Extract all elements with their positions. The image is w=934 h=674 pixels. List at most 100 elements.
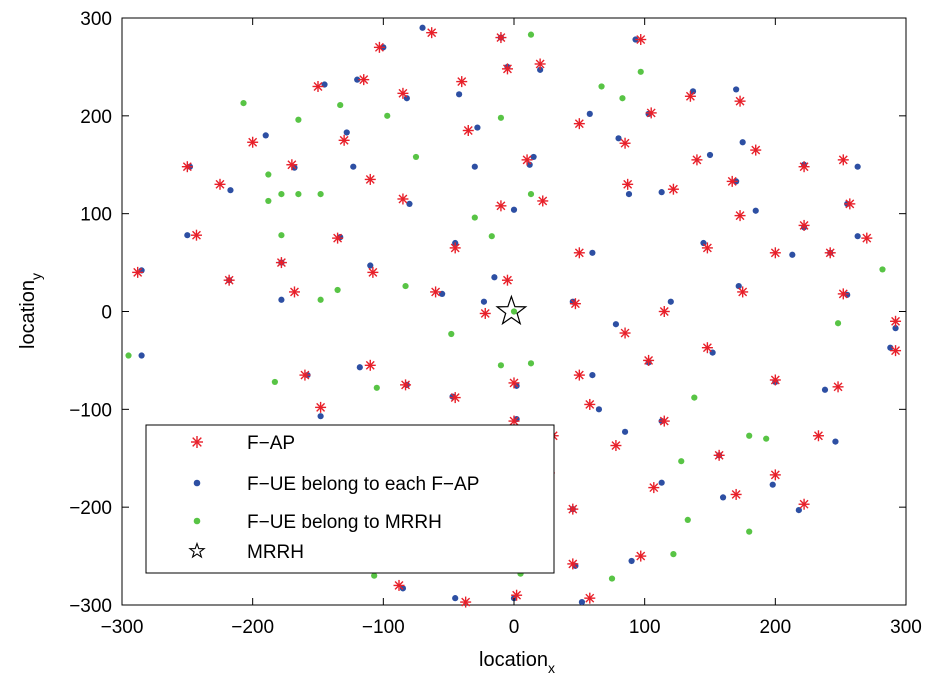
- f-ap-point: [701, 342, 713, 354]
- y-tick-label: −100: [69, 400, 112, 421]
- f-ue-ap-point: [589, 371, 596, 379]
- f-ap-point: [508, 377, 520, 389]
- f-ap-point: [393, 579, 405, 591]
- f-ue-mrrh-point: [834, 320, 842, 327]
- f-ue-mrrh-point: [763, 435, 770, 442]
- f-ue-mrrh-point: [278, 232, 285, 239]
- f-ue-ap-point: [887, 344, 894, 351]
- f-ue-mrrh-point: [608, 575, 616, 582]
- f-ue-ap-point: [621, 428, 629, 435]
- f-ap-point: [373, 41, 385, 53]
- f-ue-ap-point: [227, 187, 234, 194]
- f-ue-ap-point: [658, 189, 665, 196]
- f-ap-point: [619, 327, 631, 339]
- f-ap-point: [667, 183, 679, 195]
- f-ue-mrrh-point: [337, 101, 344, 109]
- f-ue-mrrh-point: [412, 153, 420, 161]
- f-ue-ap-point: [356, 364, 363, 371]
- f-ap-point: [573, 369, 585, 381]
- y-tick-label: 300: [80, 9, 112, 30]
- f-ue-mrrh-point: [265, 197, 272, 205]
- f-ap-point: [584, 398, 596, 410]
- legend-label: F−AP: [247, 433, 295, 454]
- f-ue-mrrh-point: [670, 551, 677, 558]
- f-ue-mrrh-point: [678, 458, 685, 465]
- x-tick-label: −200: [231, 617, 274, 638]
- y-axis-title: locationy: [17, 273, 44, 349]
- legend-box: [145, 424, 555, 574]
- f-ap-point: [635, 34, 647, 46]
- f-ue-ap-point: [752, 207, 759, 214]
- f-ap-point: [286, 159, 298, 171]
- f-ue-ap-point: [821, 386, 829, 393]
- f-ue-ap-point: [474, 124, 481, 131]
- f-ue-ap-point: [262, 132, 269, 139]
- f-ue-mrrh-point: [317, 296, 324, 303]
- f-ue-ap-point: [578, 598, 586, 606]
- f-ap-point: [511, 589, 523, 601]
- f-ue-ap-point: [832, 438, 839, 445]
- f-ue-mrrh-point: [295, 116, 302, 123]
- x-tick-label: 300: [890, 617, 922, 638]
- f-ue-ap-point: [278, 296, 285, 303]
- f-ap-point: [832, 381, 844, 393]
- f-ue-ap-point: [138, 352, 145, 359]
- f-ap-point: [844, 198, 856, 210]
- f-ap-point: [315, 401, 327, 413]
- f-ap-point: [798, 219, 810, 231]
- f-ap-point: [456, 76, 468, 88]
- f-ue-ap-point: [892, 325, 899, 332]
- f-ue-ap-point: [452, 595, 459, 602]
- mrrh-point: [495, 294, 528, 326]
- y-tick-label: −200: [69, 498, 112, 519]
- f-ap-point: [824, 247, 836, 259]
- f-ue-mrrh-point: [278, 191, 285, 198]
- f-ue-mrrh-point: [384, 112, 391, 119]
- f-ue-ap-point: [480, 298, 488, 305]
- f-ap-point: [610, 440, 622, 452]
- f-ue-ap-point: [491, 274, 498, 281]
- f-ue-mrrh-point: [497, 114, 505, 121]
- f-ap-point: [837, 288, 849, 300]
- f-ap-point: [567, 503, 579, 515]
- f-ap-point: [247, 136, 259, 148]
- x-axis-title-subscript: x: [548, 660, 555, 674]
- y-axis-title-main: location: [17, 280, 39, 349]
- f-ue-mrrh-point: [684, 516, 691, 523]
- f-ue-mrrh-point: [265, 171, 272, 178]
- f-ap-point: [400, 379, 412, 391]
- legend-label: F−UE belong to each F−AP: [247, 474, 479, 495]
- x-tick-label: 200: [759, 617, 791, 638]
- f-ap-point: [730, 488, 742, 500]
- f-ue-ap-point: [612, 321, 620, 328]
- f-ue-mrrh-point: [879, 266, 886, 273]
- f-ue-mrrh-point: [317, 191, 324, 198]
- f-ap-point: [619, 137, 631, 149]
- f-ap-point: [769, 374, 781, 386]
- f-ap-point: [338, 134, 350, 146]
- f-ap-point: [132, 266, 144, 278]
- f-ap-point: [734, 95, 746, 107]
- f-ue-mrrh-point: [240, 100, 247, 107]
- f-ap-point: [364, 359, 376, 371]
- f-ap-point: [449, 392, 461, 404]
- f-ue-mrrh-point: [295, 191, 302, 198]
- f-ue-ap-point: [658, 479, 665, 486]
- f-ap-point: [726, 175, 738, 187]
- f-ue-mrrh-point: [746, 432, 753, 439]
- f-ue-ap-point: [739, 139, 746, 146]
- f-ue-mrrh-point: [746, 528, 753, 535]
- f-ap-point: [737, 286, 749, 298]
- f-ap-point: [223, 274, 235, 286]
- f-ap-point: [288, 286, 300, 298]
- f-ue-ap-point: [595, 406, 603, 413]
- f-ue-mrrh-point: [471, 214, 478, 221]
- f-ue-ap-point: [184, 232, 191, 239]
- f-ue-ap-point: [795, 507, 802, 514]
- f-ap-point: [643, 354, 655, 366]
- f-ue-ap-point: [854, 233, 861, 240]
- y-tick-label: 0: [101, 303, 112, 324]
- f-ap-point: [569, 298, 581, 310]
- f-ap-point: [890, 315, 902, 327]
- f-ue-ap-point: [530, 153, 537, 161]
